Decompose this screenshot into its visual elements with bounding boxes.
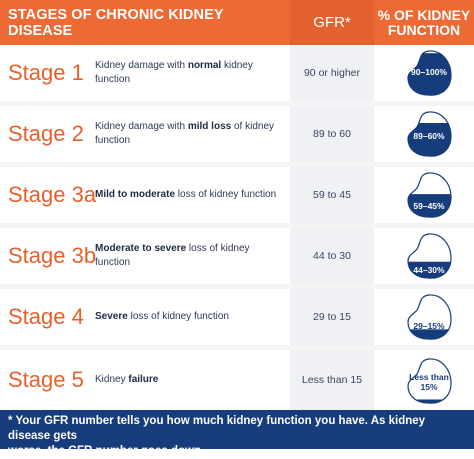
desc-bold-text: failure bbox=[128, 374, 159, 385]
stage-label: Stage 2 bbox=[8, 121, 84, 146]
kidney-icon: 59–45% bbox=[407, 172, 452, 218]
pct-header-line2: FUNCTION bbox=[387, 21, 461, 38]
kidney-fill bbox=[408, 194, 451, 218]
desc-text: of kidney function bbox=[95, 121, 275, 146]
stage-label: Stage 3b bbox=[8, 243, 97, 268]
gfr-value: 89 to 60 bbox=[313, 128, 351, 140]
kidney-fill bbox=[408, 261, 451, 279]
table-header: STAGES OF CHRONIC KIDNEY DISEASE GFR* % … bbox=[0, 0, 474, 45]
gfr-value: 44 to 30 bbox=[313, 250, 351, 262]
kidney-function-column-header: % OF KIDNEY FUNCTION bbox=[374, 0, 474, 45]
stage-row: Stage 3b Moderate to severe loss of kidn… bbox=[0, 228, 474, 284]
desc-bold-text: Severe bbox=[95, 311, 128, 322]
stage-label: Stage 4 bbox=[8, 304, 84, 329]
stage-label: Stage 1 bbox=[8, 60, 84, 85]
kidney-percent: 89–60% bbox=[413, 131, 445, 141]
row-divider bbox=[0, 101, 474, 106]
stage-row: Stage 5 Kidney failure Less than 15 Less… bbox=[0, 350, 474, 410]
stage-description: Mild to moderate loss of kidney function bbox=[95, 167, 285, 223]
desc-text: Kidney damage with bbox=[95, 121, 188, 132]
kidney-icon: 89–60% bbox=[407, 111, 452, 157]
desc-bold-text: Mild to moderate bbox=[95, 189, 176, 200]
desc-bold-text: mild loss bbox=[187, 121, 232, 132]
kidney-percent: 90–100% bbox=[411, 67, 447, 77]
stage-row: Stage 2 Kidney damage with mild loss of … bbox=[0, 106, 474, 162]
kidney-percent: 59–45% bbox=[413, 201, 445, 211]
gfr-column-header: GFR* bbox=[290, 0, 374, 45]
kidney-icon: Less than 15% bbox=[407, 358, 452, 404]
desc-text: loss of kidney function bbox=[127, 311, 229, 322]
stage-description: Kidney damage with mild loss of kidney f… bbox=[95, 106, 285, 162]
row-divider bbox=[0, 223, 474, 228]
desc-bold-text: Moderate to severe bbox=[95, 243, 187, 254]
desc-text: loss of kidney function bbox=[95, 243, 250, 268]
stage-description: Moderate to severe loss of kidney functi… bbox=[95, 228, 285, 284]
footnote-line2: worse, the GFR number goes down. bbox=[8, 445, 205, 457]
gfr-value: 90 or higher bbox=[303, 67, 361, 79]
gfr-value: Less than 15 bbox=[301, 374, 363, 386]
footnote-line1: * Your GFR number tells you how much kid… bbox=[8, 415, 426, 442]
desc-text: Kidney bbox=[95, 374, 129, 385]
row-divider bbox=[0, 284, 474, 289]
desc-text: loss of kidney function bbox=[175, 189, 277, 200]
kidney-percent: 44–30% bbox=[413, 265, 445, 275]
ckd-stages-chart: STAGES OF CHRONIC KIDNEY DISEASE GFR* % … bbox=[0, 0, 474, 449]
stage-label: Stage 5 bbox=[8, 367, 84, 392]
stage-row: Stage 3a Mild to moderate loss of kidney… bbox=[0, 167, 474, 223]
pct-header-line1: % OF KIDNEY bbox=[377, 6, 471, 23]
row-divider bbox=[0, 345, 474, 350]
row-divider bbox=[0, 162, 474, 167]
stage-label: Stage 3a bbox=[8, 182, 97, 207]
kidney-icon: 29–15% bbox=[407, 294, 452, 340]
stage-description: Kidney damage with normal kidney functio… bbox=[95, 45, 285, 101]
stages-column-header: STAGES OF CHRONIC KIDNEY DISEASE bbox=[0, 0, 290, 45]
stage-row: Stage 1 Kidney damage with normal kidney… bbox=[0, 45, 474, 101]
gfr-footnote: * Your GFR number tells you how much kid… bbox=[0, 410, 474, 457]
desc-text: kidney function bbox=[95, 60, 253, 85]
stage-description: Severe loss of kidney function bbox=[95, 289, 285, 345]
desc-text: Kidney damage with bbox=[95, 60, 188, 71]
gfr-value: 59 to 45 bbox=[313, 189, 351, 201]
desc-bold-text: normal bbox=[187, 60, 222, 71]
kidney-icon: 90–100% bbox=[407, 50, 452, 96]
kidney-fill bbox=[408, 399, 451, 404]
stage-row: Stage 4 Severe loss of kidney function 2… bbox=[0, 289, 474, 345]
kidney-percent-line2: 15% bbox=[420, 382, 437, 392]
kidney-percent-line1: Less than bbox=[409, 372, 449, 382]
kidney-fill bbox=[408, 329, 451, 340]
gfr-value: 29 to 15 bbox=[313, 311, 351, 323]
stage-description: Kidney failure bbox=[95, 350, 285, 410]
kidney-percent: 29–15% bbox=[413, 321, 445, 331]
kidney-icon: 44–30% bbox=[407, 233, 452, 279]
